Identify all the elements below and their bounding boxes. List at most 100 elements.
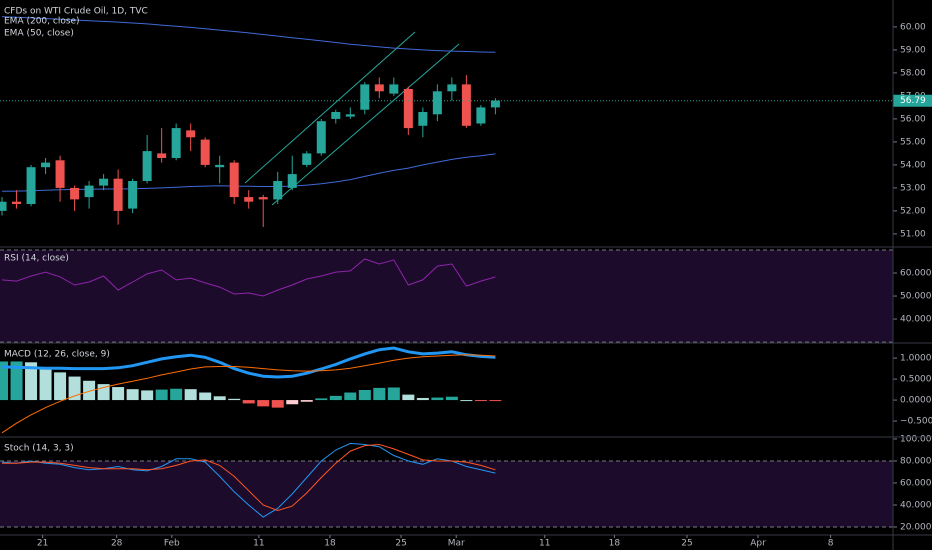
- histogram-bar: [83, 380, 96, 401]
- candle-body: [70, 187, 80, 200]
- pane: [0, 16, 500, 227]
- level-band: [0, 249, 893, 343]
- candle-body: [41, 162, 51, 168]
- y-tick-label: 50.0000: [900, 292, 932, 302]
- x-tick-label: 8: [828, 539, 834, 549]
- indicator-line: [1, 153, 496, 192]
- y-tick-label: 60.0000: [900, 269, 932, 279]
- x-tick-label: Apr: [750, 539, 766, 549]
- histogram-bar: [489, 400, 502, 402]
- pane-title: RSI (14, close): [4, 254, 69, 264]
- pane-title: MACD (12, 26, close, 9): [4, 350, 110, 360]
- x-tick-label: 25: [681, 539, 692, 549]
- histogram-bar: [445, 396, 458, 401]
- histogram-bar: [141, 390, 154, 401]
- histogram-bar: [402, 394, 415, 401]
- y-tick-label: 60.0000: [900, 478, 932, 488]
- candle-body: [374, 84, 384, 92]
- y-tick-label: 53.00: [900, 183, 926, 193]
- x-tick-label: 25: [395, 539, 406, 549]
- pane-title: Stoch (14, 3, 3): [4, 444, 74, 454]
- indicator-line: [1, 442, 496, 518]
- candle-body: [171, 128, 181, 158]
- histogram-bar: [126, 389, 139, 401]
- candle-body: [287, 174, 297, 188]
- indicator-line: [1, 258, 496, 297]
- y-tick-label: 40.0000: [900, 315, 932, 325]
- trend-channel-line: [244, 31, 416, 184]
- histogram-bar: [257, 400, 270, 407]
- x-tick-label: 18: [609, 539, 621, 549]
- candle-body: [418, 112, 428, 126]
- candle-body: [258, 197, 268, 200]
- histogram-bar: [315, 398, 328, 401]
- histogram-bar: [373, 387, 386, 401]
- histogram-bar: [170, 388, 183, 401]
- y-tick-label: 40.0000: [900, 500, 932, 510]
- candle-body: [360, 84, 370, 110]
- y-tick-label: 52.00: [900, 206, 926, 216]
- candle-body: [128, 180, 138, 209]
- x-tick-label: 21: [37, 539, 48, 549]
- y-tick-label: 51.00: [900, 229, 926, 239]
- histogram-bar: [300, 400, 313, 402]
- histogram-bar: [460, 400, 473, 402]
- histogram-bar: [344, 392, 357, 401]
- candle-body: [302, 153, 312, 165]
- candle-body: [389, 84, 399, 94]
- x-tick-label: 11: [253, 539, 264, 549]
- candle-body: [215, 164, 225, 168]
- histogram-bar: [242, 400, 255, 404]
- histogram-bar: [329, 395, 342, 401]
- histogram-bar: [271, 400, 284, 408]
- candle-body: [186, 130, 196, 138]
- pane: [0, 249, 893, 343]
- histogram-bar: [25, 362, 38, 401]
- y-tick-label: 80.0000: [900, 456, 932, 466]
- histogram-bar: [39, 367, 52, 401]
- last-price-box: [893, 94, 932, 107]
- y-tick-label: 56.00: [900, 114, 926, 124]
- y-tick-label: 54.00: [900, 160, 926, 170]
- candle-body: [0, 201, 7, 211]
- candle-body: [157, 153, 167, 158]
- candle-body: [84, 185, 94, 198]
- y-tick-label: 55.00: [900, 137, 926, 147]
- candle-body: [142, 151, 152, 181]
- candle-body: [273, 180, 283, 200]
- histogram-bar: [358, 390, 371, 401]
- candle-body: [113, 178, 123, 211]
- histogram-bar: [286, 400, 299, 405]
- histogram-bar: [431, 397, 444, 401]
- histogram-bar: [0, 361, 9, 401]
- level-band: [0, 460, 893, 527]
- candle-body: [490, 100, 500, 108]
- y-tick-label: 100.0000: [900, 434, 932, 444]
- candle-body: [331, 112, 341, 119]
- indicator-line: [1, 354, 496, 434]
- x-tick-label: 18: [324, 539, 336, 549]
- histogram-bar: [387, 387, 400, 401]
- x-tick-label: Mar: [448, 539, 465, 549]
- pane: [0, 346, 502, 434]
- y-tick-label: −0.5000: [900, 417, 932, 427]
- y-tick-label: 1.0000: [900, 354, 932, 364]
- indicator-line: [2, 443, 496, 512]
- candle-body: [55, 160, 65, 188]
- y-tick-label: 0.0000: [900, 396, 932, 406]
- y-tick-label: 59.00: [900, 45, 926, 55]
- y-tick-label: 60.00: [900, 22, 926, 32]
- y-tick-label: 58.00: [900, 68, 926, 78]
- candle-body: [403, 89, 413, 129]
- histogram-bar: [68, 376, 81, 401]
- candle-body: [229, 162, 239, 198]
- candle-body: [200, 139, 210, 165]
- histogram-bar: [10, 361, 23, 401]
- candle-body: [432, 91, 442, 115]
- candle-body: [476, 107, 486, 124]
- histogram-bar: [228, 398, 241, 401]
- indicator-line: [1, 16, 496, 53]
- pane-title: CFDs on WTI Crude Oil, 1D, TVC: [4, 7, 148, 17]
- candle-body: [316, 121, 326, 154]
